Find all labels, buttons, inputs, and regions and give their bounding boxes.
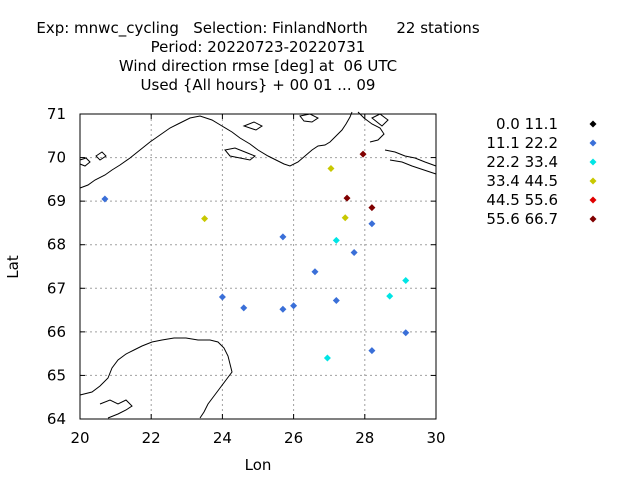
station-point <box>101 195 109 203</box>
station-point <box>240 304 248 312</box>
station-point <box>341 214 349 222</box>
y-tick-label: 68 <box>47 236 66 254</box>
legend-marker <box>589 158 597 166</box>
legend-label: 22.2 33.4 <box>486 153 558 171</box>
station-point <box>311 268 319 276</box>
x-tick-label: 22 <box>142 429 161 447</box>
station-point <box>368 204 376 212</box>
station-point <box>327 164 335 172</box>
station-point <box>402 329 410 337</box>
legend-label: 11.1 22.2 <box>486 134 558 152</box>
station-point <box>402 276 410 284</box>
grid <box>80 114 436 419</box>
x-tick-label: 20 <box>70 429 89 447</box>
chart-header-line-3: Wind direction rmse [deg] at 06 UTC <box>119 57 397 75</box>
station-points <box>101 150 410 362</box>
chart-header-line-1: Exp: mnwc_cycling Selection: FinlandNort… <box>36 19 479 38</box>
x-tick-label: 28 <box>355 429 374 447</box>
legend-marker <box>589 196 597 204</box>
station-point <box>290 302 298 310</box>
station-point <box>279 233 287 241</box>
station-point <box>201 215 209 223</box>
station-point <box>218 293 226 301</box>
legend-marker <box>589 177 597 185</box>
legend-marker <box>589 120 597 128</box>
y-tick-label: 71 <box>47 105 66 123</box>
station-point <box>332 236 340 244</box>
y-tick-label: 64 <box>47 410 66 428</box>
x-tick-label: 30 <box>426 429 445 447</box>
station-point <box>368 347 376 355</box>
y-tick-label: 69 <box>47 192 66 210</box>
x-tick-label: 24 <box>213 429 232 447</box>
y-tick-labels: 64 65 66 67 68 69 70 71 <box>47 105 436 428</box>
station-point <box>368 220 376 228</box>
coastline-map <box>79 111 437 419</box>
plot-frame <box>79 113 437 420</box>
chart-header-line-2: Period: 20220723-20220731 <box>151 38 366 56</box>
legend-label: 44.5 55.6 <box>486 191 558 209</box>
x-axis-label: Lon <box>245 456 272 474</box>
legend: 0.0 11.111.1 22.222.2 33.433.4 44.544.5 … <box>486 115 597 228</box>
station-point <box>359 150 367 158</box>
y-tick-label: 67 <box>47 279 66 297</box>
y-tick-label: 66 <box>47 323 66 341</box>
x-tick-labels: 20 22 24 26 28 30 <box>70 114 446 447</box>
y-tick-label: 65 <box>47 366 66 384</box>
y-tick-label: 70 <box>47 149 66 167</box>
station-point <box>323 354 331 362</box>
legend-label: 33.4 44.5 <box>486 172 558 190</box>
legend-marker <box>589 139 597 147</box>
legend-marker <box>589 215 597 223</box>
station-point <box>332 296 340 304</box>
station-point <box>343 194 351 202</box>
chart-header-line-4: Used {All hours} + 00 01 ... 09 <box>141 76 376 94</box>
station-point <box>386 292 394 300</box>
station-point <box>350 249 358 257</box>
x-tick-label: 26 <box>284 429 303 447</box>
legend-label: 55.6 66.7 <box>486 210 558 228</box>
legend-label: 0.0 11.1 <box>496 115 558 133</box>
y-axis-label: Lat <box>4 255 22 279</box>
station-point <box>279 305 287 313</box>
